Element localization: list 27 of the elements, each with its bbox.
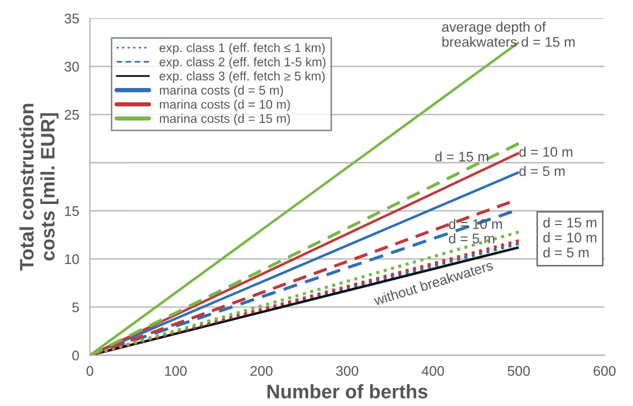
y-tick-label: 30: [64, 62, 79, 72]
x-tick-label: 500: [508, 366, 530, 376]
y-tick-label: 35: [64, 14, 79, 24]
legend-label: exp. class 3 (eff. fetch ≥ 5 km): [160, 71, 325, 83]
legend-label: exp. class 1 (eff. fetch ≤ 1 km): [160, 43, 325, 55]
x-axis-title: Number of berths: [267, 384, 428, 398]
y-tick-label: 0: [72, 350, 79, 360]
y-tick-label: 10: [65, 254, 79, 264]
legend-label: marina costs (d = 10 m): [160, 100, 290, 112]
legend-label: marina costs (d = 5 m): [160, 85, 283, 98]
y-axis-title: Total construction costs [mil. EUR]: [19, 104, 58, 271]
annotation: d = 15 m: [435, 151, 488, 162]
x-tick-label: 200: [250, 366, 272, 376]
x-tick-label: 0: [86, 366, 94, 376]
x-tick-label: 100: [165, 366, 187, 376]
annotation: d = 10 m: [519, 146, 572, 157]
annotation: average depth of breakwaters d = 15 m: [442, 22, 575, 47]
y-tick-label: 5: [72, 302, 79, 312]
annotation: d = 15 m d = 10 m d = 5 m: [543, 217, 596, 258]
legend-label: exp. class 2 (eff. fetch 1-5 km): [160, 57, 326, 69]
legend-label: marina costs (d = 15 m): [160, 114, 290, 126]
annotation: d = 5 m: [519, 166, 565, 176]
y-tick-label: 25: [64, 110, 79, 120]
x-tick-label: 600: [594, 366, 616, 376]
x-tick-label: 300: [336, 366, 358, 376]
y-tick-label: 15: [65, 206, 79, 216]
x-tick-label: 400: [422, 366, 444, 376]
